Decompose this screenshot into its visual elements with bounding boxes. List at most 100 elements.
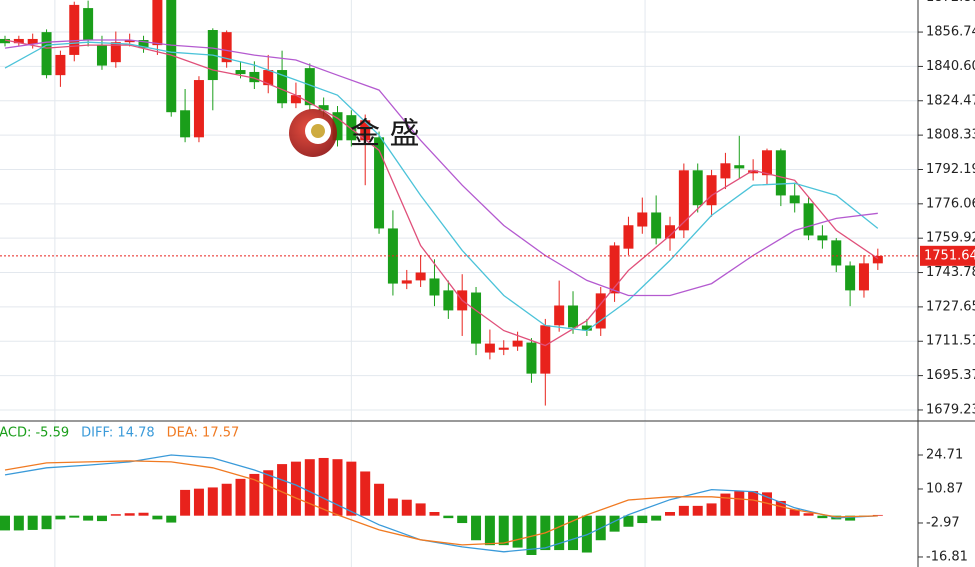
candle-body [748,170,759,174]
macd-bar [374,483,385,516]
candle-body [27,38,38,45]
candle-body [831,240,842,266]
candle-body [180,110,191,138]
candle-body [858,263,869,291]
candle-body [678,170,689,231]
macd-bar [277,464,288,516]
candle-body [374,137,385,229]
macd-bar [27,515,38,530]
indicator-line [4,41,879,332]
macd-bar [609,515,620,532]
macd-bar [235,478,246,516]
macd-bar [803,513,814,516]
y-tick-label: 24.71 [926,447,963,462]
candle-body [581,325,592,331]
candle-body [803,203,814,236]
y-tick-label: 1776.06 [926,196,975,211]
candle-body [526,342,537,374]
macd-bar [83,515,94,521]
candle-body [152,0,163,46]
macd-bar [651,515,662,521]
candle-body [221,32,232,63]
candle-body [540,325,551,374]
candle-body [872,255,883,264]
candle-body [360,120,371,141]
macd-bar [665,512,676,516]
y-tick-label: 1743.78 [926,265,975,280]
candle-body [249,71,260,83]
macd-bar [692,505,703,516]
candle-body [734,165,745,169]
macd-bar [554,515,565,551]
candle-body [83,8,94,41]
macd-bar [845,515,856,521]
y-tick-label: -16.81 [926,549,968,564]
macd-bar [166,515,177,523]
y-tick-label: 1824.47 [926,93,975,108]
macd-bar [55,515,66,520]
candle-body [415,272,426,281]
candle-body [554,305,565,326]
macd-bar [720,493,731,516]
y-tick-label: 10.87 [926,481,963,496]
macd-bar [457,515,468,524]
candle-body [69,4,80,55]
candle-body [332,112,343,141]
macd-bar [623,515,634,527]
candle-body [110,42,121,63]
candle-body [595,293,606,329]
y-tick-label: 1856.74 [926,25,975,40]
candle-body [96,45,107,66]
macd-bar [207,487,218,516]
candle-body [263,70,274,86]
macd-bar [249,473,260,516]
macd-bar [678,505,689,516]
candle-body [609,245,620,294]
candle-body [775,150,786,196]
macd-bar [637,515,648,524]
candle-body [346,115,357,141]
macd-bar [0,515,10,531]
watermark-text: 金 盛 [350,117,420,152]
macd-bar [263,470,274,516]
price-pane [0,0,918,421]
candle-body [401,280,412,284]
candle-body [637,212,648,227]
macd-bar [484,515,495,546]
legend-label: MACD: -5.59 [0,426,69,441]
macd-bar [526,515,537,555]
macd-bar [387,498,398,516]
candle-body [318,105,329,111]
macd-bar [872,514,883,516]
macd-bar [221,483,232,516]
macd-bar [332,459,343,516]
candle-body [55,54,66,76]
y-tick-label: 1759.92 [926,231,975,246]
macd-bar [471,515,482,541]
y-tick-label: 1727.65 [926,299,975,314]
candle-body [720,163,731,179]
macd-bar [512,515,523,548]
legend-label: DIFF: 14.78 [81,426,155,441]
candle-body [845,265,856,291]
legend-label: DEA: 17.57 [167,426,240,441]
macd-bar [775,500,786,516]
candle-body [484,343,495,353]
candle-body [817,235,828,241]
candle-body [761,150,772,176]
macd-bar [180,489,191,516]
macd-pane [0,422,883,567]
y-tick-label: 1872.88 [926,0,975,5]
macd-bar [429,512,440,516]
macd-bar [304,459,315,516]
candle-body [512,340,523,347]
indicator-line [4,39,879,347]
indicator-line [4,454,878,553]
macd-bar [124,513,135,516]
y-tick-label: -2.97 [926,515,960,530]
macd-bar [138,512,149,516]
y-tick-label: 1808.33 [926,128,975,143]
macd-bar [498,515,509,546]
